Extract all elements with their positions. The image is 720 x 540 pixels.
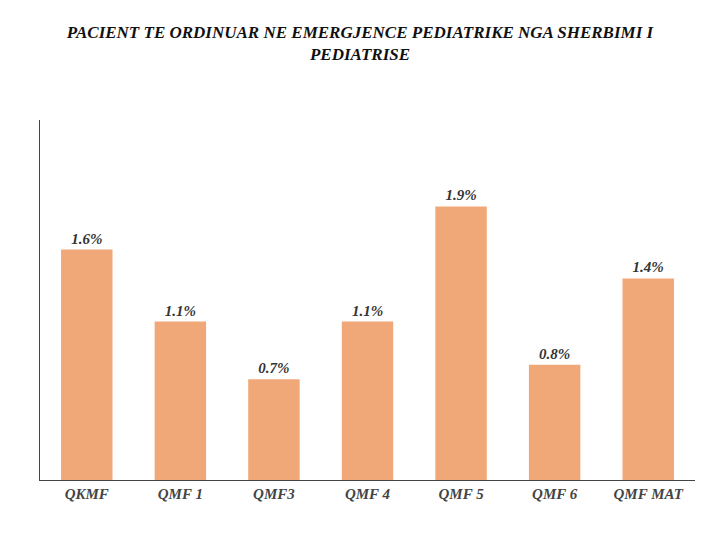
svg-text:1.1%: 1.1% <box>352 303 383 319</box>
svg-text:1.4%: 1.4% <box>633 259 664 275</box>
svg-text:0.7%: 0.7% <box>258 360 289 376</box>
svg-text:1.6%: 1.6% <box>71 231 102 247</box>
svg-text:PACIENT TE ORDINUAR NE EMERGJE: PACIENT TE ORDINUAR NE EMERGJENCE PEDIAT… <box>66 23 655 64</box>
svg-text:QMF 5: QMF 5 <box>438 486 484 502</box>
svg-text:1.9%: 1.9% <box>445 187 476 203</box>
svg-text:1.1%: 1.1% <box>165 303 196 319</box>
svg-text:QMF MAT: QMF MAT <box>614 486 684 502</box>
svg-text:QMF 4: QMF 4 <box>345 486 391 502</box>
svg-text:QKMF: QKMF <box>65 486 109 502</box>
svg-text:QMF 1: QMF 1 <box>158 486 203 502</box>
svg-text:QMF 6: QMF 6 <box>532 486 578 502</box>
svg-text:0.8%: 0.8% <box>539 346 570 362</box>
svg-text:QMF3: QMF3 <box>253 486 295 502</box>
